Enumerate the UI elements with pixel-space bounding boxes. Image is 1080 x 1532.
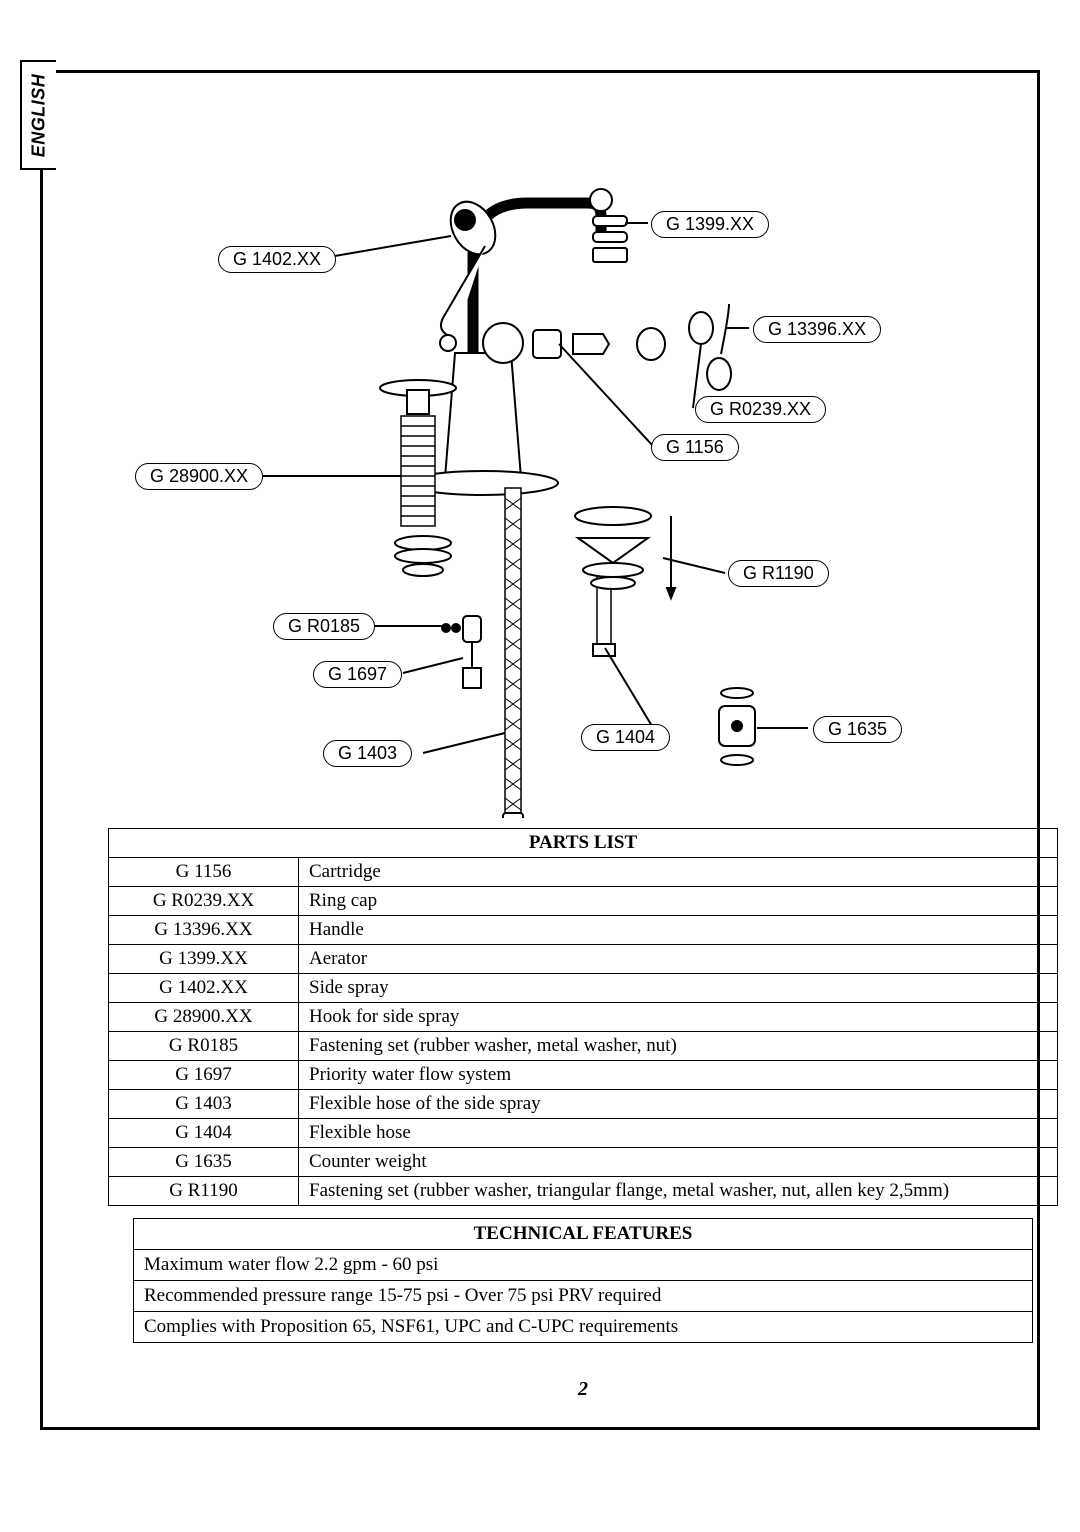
language-tab: ENGLISH (20, 60, 56, 170)
table-row: G R0185Fastening set (rubber washer, met… (109, 1032, 1058, 1061)
table-row: G 28900.XXHook for side spray (109, 1003, 1058, 1032)
callout-gr0185: G R0185 (273, 613, 375, 640)
table-row: G 1635Counter weight (109, 1148, 1058, 1177)
table-row: G 1404Flexible hose (109, 1119, 1058, 1148)
table-row: Recommended pressure range 15-75 psi - O… (134, 1281, 1033, 1312)
page-frame: G 1402.XX G 28900.XX G R0185 G 1697 G 14… (40, 70, 1040, 1430)
callout-gr1190: G R1190 (728, 560, 829, 587)
table-row: G 1399.XXAerator (109, 945, 1058, 974)
callout-g1399: G 1399.XX (651, 211, 769, 238)
callout-gr0239: G R0239.XX (695, 396, 826, 423)
callout-g1403: G 1403 (323, 740, 412, 767)
callout-g1697: G 1697 (313, 661, 402, 688)
tech-header: TECHNICAL FEATURES (134, 1219, 1033, 1250)
table-row: G 1156Cartridge (109, 858, 1058, 887)
table-row: G 13396.XXHandle (109, 916, 1058, 945)
table-row: G 1697Priority water flow system (109, 1061, 1058, 1090)
callout-g1156: G 1156 (651, 434, 739, 461)
table-row: G R0239.XXRing cap (109, 887, 1058, 916)
language-label: ENGLISH (29, 73, 50, 157)
table-row: G 1402.XXSide spray (109, 974, 1058, 1003)
table-row: G 1403Flexible hose of the side spray (109, 1090, 1058, 1119)
exploded-diagram: G 1402.XX G 28900.XX G R0185 G 1697 G 14… (103, 158, 1063, 818)
page-number: 2 (43, 1378, 1080, 1401)
table-row: Maximum water flow 2.2 gpm - 60 psi (134, 1250, 1033, 1281)
callout-g1404: G 1404 (581, 724, 670, 751)
table-row: G R1190Fastening set (rubber washer, tri… (109, 1177, 1058, 1206)
parts-list-table: PARTS LIST G 1156Cartridge G R0239.XXRin… (108, 828, 1058, 1206)
callout-g1402: G 1402.XX (218, 246, 336, 273)
table-row: Complies with Proposition 65, NSF61, UPC… (134, 1312, 1033, 1343)
callout-g13396: G 13396.XX (753, 316, 881, 343)
callout-g1635: G 1635 (813, 716, 902, 743)
callout-g28900: G 28900.XX (135, 463, 263, 490)
technical-features-table: TECHNICAL FEATURES Maximum water flow 2.… (133, 1218, 1033, 1343)
parts-list-header: PARTS LIST (109, 829, 1058, 858)
